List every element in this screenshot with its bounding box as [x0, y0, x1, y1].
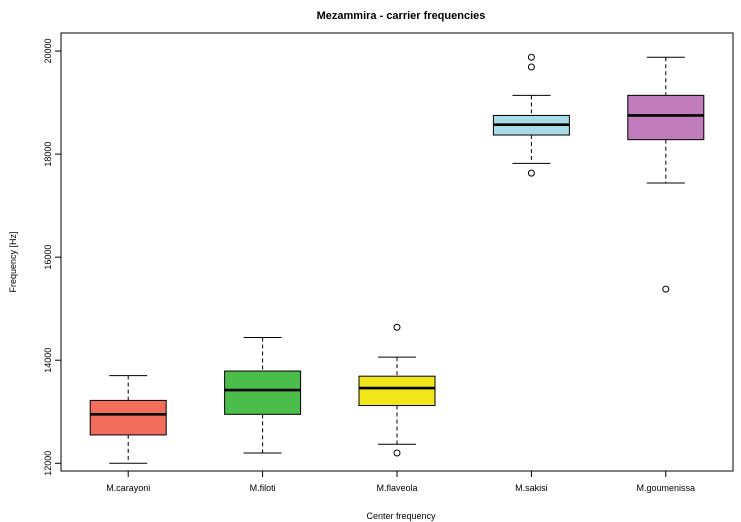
outlier-point	[527, 63, 535, 71]
y-tick-label: 18000	[43, 142, 53, 167]
box-M.goumenissa	[627, 56, 705, 293]
box-iqr	[224, 370, 302, 415]
box-M.carayoni	[89, 375, 167, 464]
outlier-point	[527, 169, 535, 177]
outlier-point	[393, 323, 401, 331]
chart-title: Mezammira - carrier frequencies	[317, 10, 486, 22]
x-axis-label: Center frequency	[366, 511, 436, 521]
outlier-point	[527, 53, 535, 61]
y-axis: 12000 14000 16000 18000 20000	[43, 39, 61, 476]
box-M.filoti	[224, 337, 302, 454]
outlier-point	[393, 449, 401, 457]
box-iqr	[627, 94, 705, 141]
outlier-point	[662, 285, 670, 293]
box-M.flaveola	[358, 323, 436, 457]
y-tick-label: 14000	[43, 348, 53, 373]
box-iqr	[89, 399, 167, 436]
boxes-layer	[89, 53, 705, 464]
x-tick-label: M.flaveola	[376, 483, 417, 493]
y-axis-label: Frequency [Hz]	[8, 231, 18, 292]
x-tick-label: M.goumenissa	[637, 483, 696, 493]
y-tick-label: 12000	[43, 451, 53, 476]
x-tick-label: M.sakisi	[515, 483, 548, 493]
y-tick-label: 16000	[43, 245, 53, 270]
box-M.sakisi	[492, 53, 570, 177]
y-tick-label: 20000	[43, 39, 53, 64]
box-iqr	[358, 375, 436, 407]
x-tick-label: M.filoti	[250, 483, 276, 493]
x-axis: M.carayoni M.filoti M.flaveola M.sakisi M.go…	[106, 471, 695, 493]
x-tick-label: M.carayoni	[106, 483, 150, 493]
